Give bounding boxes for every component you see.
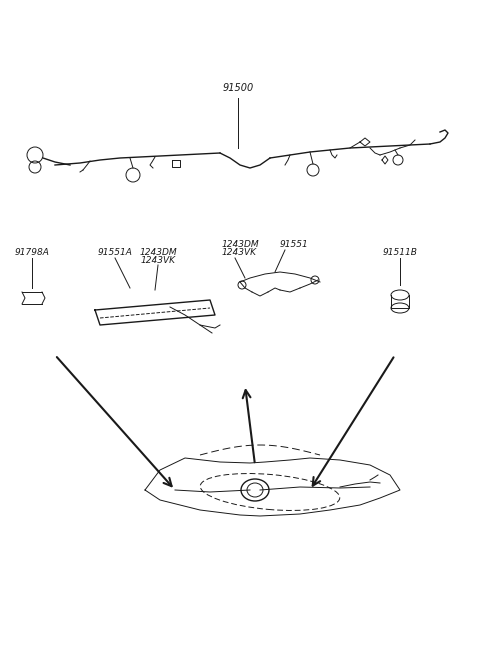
Text: 91798A: 91798A <box>14 248 49 257</box>
Text: 91511B: 91511B <box>383 248 418 257</box>
Text: 91551A: 91551A <box>97 248 132 257</box>
Text: 1243DM: 1243DM <box>222 240 260 249</box>
Text: 91500: 91500 <box>222 83 253 93</box>
Ellipse shape <box>247 483 263 497</box>
Text: 91551: 91551 <box>280 240 309 249</box>
Text: 1243DM: 1243DM <box>139 248 177 257</box>
Text: 1243VK: 1243VK <box>222 248 257 257</box>
Text: 1243VK: 1243VK <box>141 256 176 265</box>
